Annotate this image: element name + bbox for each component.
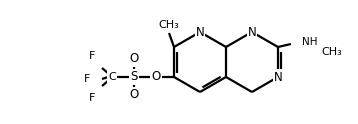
Text: O: O xyxy=(151,71,161,83)
Text: C: C xyxy=(108,72,116,82)
Text: O: O xyxy=(129,52,139,65)
Text: N: N xyxy=(274,71,282,83)
Text: NH: NH xyxy=(302,37,318,47)
Text: S: S xyxy=(130,71,138,83)
Text: O: O xyxy=(129,89,139,102)
Text: F: F xyxy=(89,51,95,61)
Text: F: F xyxy=(89,93,95,103)
Text: N: N xyxy=(195,26,204,38)
Text: F: F xyxy=(84,74,90,84)
Text: CH₃: CH₃ xyxy=(159,20,179,30)
Text: CH₃: CH₃ xyxy=(321,47,342,57)
Text: N: N xyxy=(248,26,256,38)
